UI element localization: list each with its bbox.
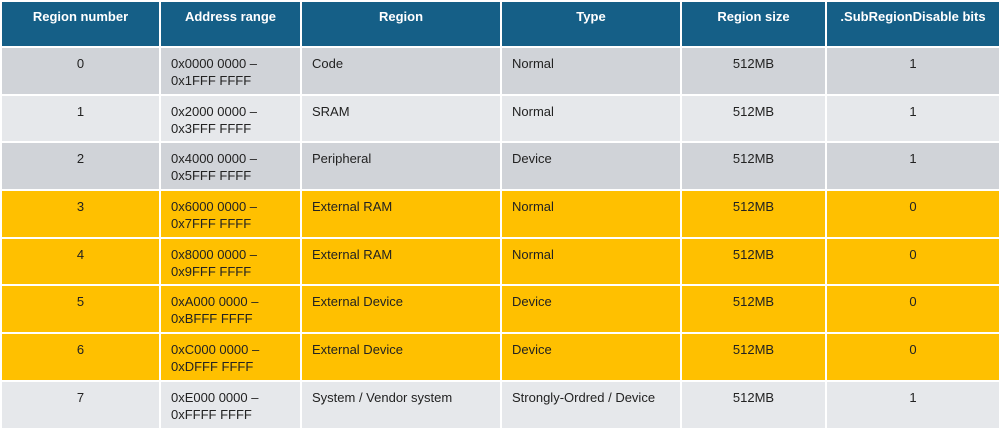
table-cell: External Device — [300, 332, 502, 382]
table-cell: 0x2000 0000 – 0x3FFF FFFF — [159, 93, 302, 144]
table-cell: 7 — [0, 379, 161, 430]
table-row: 3 0x6000 0000 – 0x7FFF FFFF External RAM No… — [0, 189, 999, 239]
table-cell: System / Vendor system — [300, 379, 502, 430]
table-cell: Normal — [500, 189, 682, 239]
table-cell: 0 — [0, 46, 161, 96]
table-cell: SRAM — [300, 93, 502, 144]
table-cell: 1 — [825, 141, 999, 192]
table-cell: Device — [500, 332, 682, 382]
table-cell: 0 — [825, 284, 999, 335]
table-cell: 512MB — [680, 46, 827, 96]
header-row: Region number Address range Region Type Regi… — [0, 0, 999, 48]
header-cell: Address range — [159, 0, 302, 48]
table-cell: Device — [500, 284, 682, 335]
table-cell: 512MB — [680, 189, 827, 239]
table-cell: Strongly-Ordred / Device — [500, 379, 682, 430]
table-cell: 512MB — [680, 332, 827, 382]
table-cell: 0x0000 0000 – 0x1FFF FFFF — [159, 46, 302, 96]
table-cell: 512MB — [680, 284, 827, 335]
table-row: 6 0xC000 0000 – 0xDFFF FFFF External Devic… — [0, 332, 999, 382]
table-cell: Normal — [500, 236, 682, 287]
table-cell: 0x4000 0000 – 0x5FFF FFFF — [159, 141, 302, 192]
table-cell: 0x8000 0000 – 0x9FFF FFFF — [159, 236, 302, 287]
table-cell: 512MB — [680, 379, 827, 430]
table-row: 0 0x0000 0000 – 0x1FFF FFFF Code Normal 512M… — [0, 46, 999, 96]
table-cell: External RAM — [300, 236, 502, 287]
table-cell: 0 — [825, 189, 999, 239]
table-body: 0 0x0000 0000 – 0x1FFF FFFF Code Normal 512M… — [0, 46, 999, 430]
table-cell: External RAM — [300, 189, 502, 239]
table-cell: 0xE000 0000 – 0xFFFF FFFF — [159, 379, 302, 430]
table-cell: 4 — [0, 236, 161, 287]
header-cell: Region size — [680, 0, 827, 48]
table-cell: Normal — [500, 93, 682, 144]
table-row: 5 0xA000 0000 – 0xBFFF FFFF External Devic… — [0, 284, 999, 335]
table-cell: External Device — [300, 284, 502, 335]
table-cell: 0 — [825, 332, 999, 382]
table-cell: 0xA000 0000 – 0xBFFF FFFF — [159, 284, 302, 335]
table-row: 4 0x8000 0000 – 0x9FFF FFFF External RAM No… — [0, 236, 999, 287]
table-row: 7 0xE000 0000 – 0xFFFF FFFF System / Vendo… — [0, 379, 999, 430]
table-cell: 6 — [0, 332, 161, 382]
table-cell: 512MB — [680, 236, 827, 287]
table-cell: 512MB — [680, 93, 827, 144]
header-cell: Type — [500, 0, 682, 48]
table-cell: Peripheral — [300, 141, 502, 192]
table-cell: 5 — [0, 284, 161, 335]
table-cell: 1 — [0, 93, 161, 144]
table-cell: 1 — [825, 46, 999, 96]
table-cell: 3 — [0, 189, 161, 239]
table-cell: 1 — [825, 93, 999, 144]
table-cell: 0 — [825, 236, 999, 287]
header-cell: Region number — [0, 0, 161, 48]
table-cell: 512MB — [680, 141, 827, 192]
table-cell: Normal — [500, 46, 682, 96]
header-cell: .SubRegionDisable bits — [825, 0, 999, 48]
table-cell: Code — [300, 46, 502, 96]
table-cell: 0x6000 0000 – 0x7FFF FFFF — [159, 189, 302, 239]
table-row: 2 0x4000 0000 – 0x5FFF FFFF Peripheral Devi… — [0, 141, 999, 192]
header-cell: Region — [300, 0, 502, 48]
table-cell: 2 — [0, 141, 161, 192]
table-row: 1 0x2000 0000 – 0x3FFF FFFF SRAM Normal 512M… — [0, 93, 999, 144]
table-cell: Device — [500, 141, 682, 192]
table-cell: 1 — [825, 379, 999, 430]
table-cell: 0xC000 0000 – 0xDFFF FFFF — [159, 332, 302, 382]
